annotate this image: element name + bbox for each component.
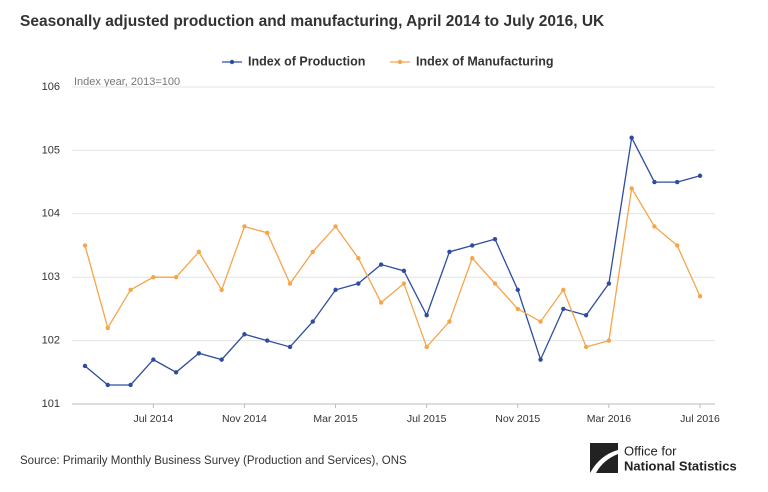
data-point (697, 173, 703, 178)
data-point (583, 313, 589, 318)
data-point (242, 332, 247, 337)
data-point (492, 281, 498, 286)
data-point (333, 224, 338, 229)
x-tick-label: Jul 2015 (407, 413, 447, 425)
x-tick-label: Nov 2015 (495, 413, 540, 425)
data-point (356, 255, 361, 261)
data-point (538, 357, 543, 362)
data-point (515, 287, 520, 293)
y-tick-label: 104 (42, 208, 60, 220)
data-point (675, 179, 680, 185)
logo: Office for National Statistics (590, 443, 737, 473)
data-point (356, 281, 361, 286)
data-point (629, 186, 634, 191)
data-point (82, 363, 88, 369)
series-line (84, 135, 701, 386)
data-point (196, 249, 202, 255)
data-point (424, 313, 429, 318)
legend-marker (229, 59, 235, 65)
data-point (173, 275, 179, 280)
data-point (561, 287, 566, 293)
data-point (401, 281, 407, 286)
data-point (105, 325, 110, 331)
x-tick-label: Mar 2015 (313, 413, 358, 425)
data-point (447, 249, 452, 255)
data-point (583, 344, 589, 350)
data-point (173, 370, 179, 375)
data-point (492, 236, 498, 242)
x-tick-label: Jul 2016 (680, 413, 720, 425)
data-point (606, 281, 612, 286)
data-point (424, 344, 429, 350)
data-point (629, 135, 634, 140)
data-point (219, 357, 224, 362)
data-point (470, 243, 475, 248)
data-point (287, 281, 293, 286)
data-point (652, 224, 657, 229)
data-point (538, 319, 543, 324)
data-point (151, 357, 156, 362)
data-point (265, 338, 270, 343)
data-point (128, 382, 133, 388)
data-point (606, 338, 612, 343)
data-point (242, 224, 247, 229)
data-point (310, 249, 315, 255)
logo-text: National Statistics (624, 458, 737, 473)
data-point (470, 255, 475, 261)
y-tick-label: 106 (42, 81, 60, 93)
data-point (310, 319, 315, 324)
logo-swoosh (590, 450, 618, 473)
chart-title: Seasonally adjusted production and manuf… (20, 13, 605, 30)
data-point (287, 344, 293, 350)
y-tick-label: 103 (42, 271, 60, 283)
data-point (219, 287, 224, 293)
data-point (675, 243, 680, 248)
data-point (378, 262, 384, 267)
data-point (378, 300, 384, 305)
x-tick-label: Nov 2014 (222, 413, 267, 425)
data-point (265, 230, 270, 236)
data-point (151, 275, 156, 280)
x-tick-label: Jul 2014 (133, 413, 173, 425)
legend-label: Index of Manufacturing (416, 54, 554, 68)
y-tick-label: 105 (42, 144, 60, 156)
data-point (447, 319, 452, 324)
data-point (652, 179, 657, 185)
x-tick-label: Mar 2016 (587, 413, 632, 425)
data-point (105, 382, 110, 388)
y-tick-label: 101 (42, 398, 60, 410)
series-line (84, 186, 701, 349)
data-point (697, 294, 703, 299)
data-point (82, 243, 88, 248)
source: Source: Primarily Monthly Business Surve… (20, 455, 407, 467)
data-point (128, 287, 133, 293)
data-point (401, 268, 407, 274)
legend-marker (397, 59, 403, 65)
data-point (196, 351, 202, 356)
legend-label: Index of Production (248, 54, 365, 68)
y-tick-label: 102 (42, 335, 60, 347)
data-point (333, 287, 338, 293)
data-point (561, 306, 566, 312)
data-point (515, 306, 520, 312)
logo-text: Office for (624, 443, 677, 458)
annotation: Index year, 2013=100 (74, 76, 180, 88)
